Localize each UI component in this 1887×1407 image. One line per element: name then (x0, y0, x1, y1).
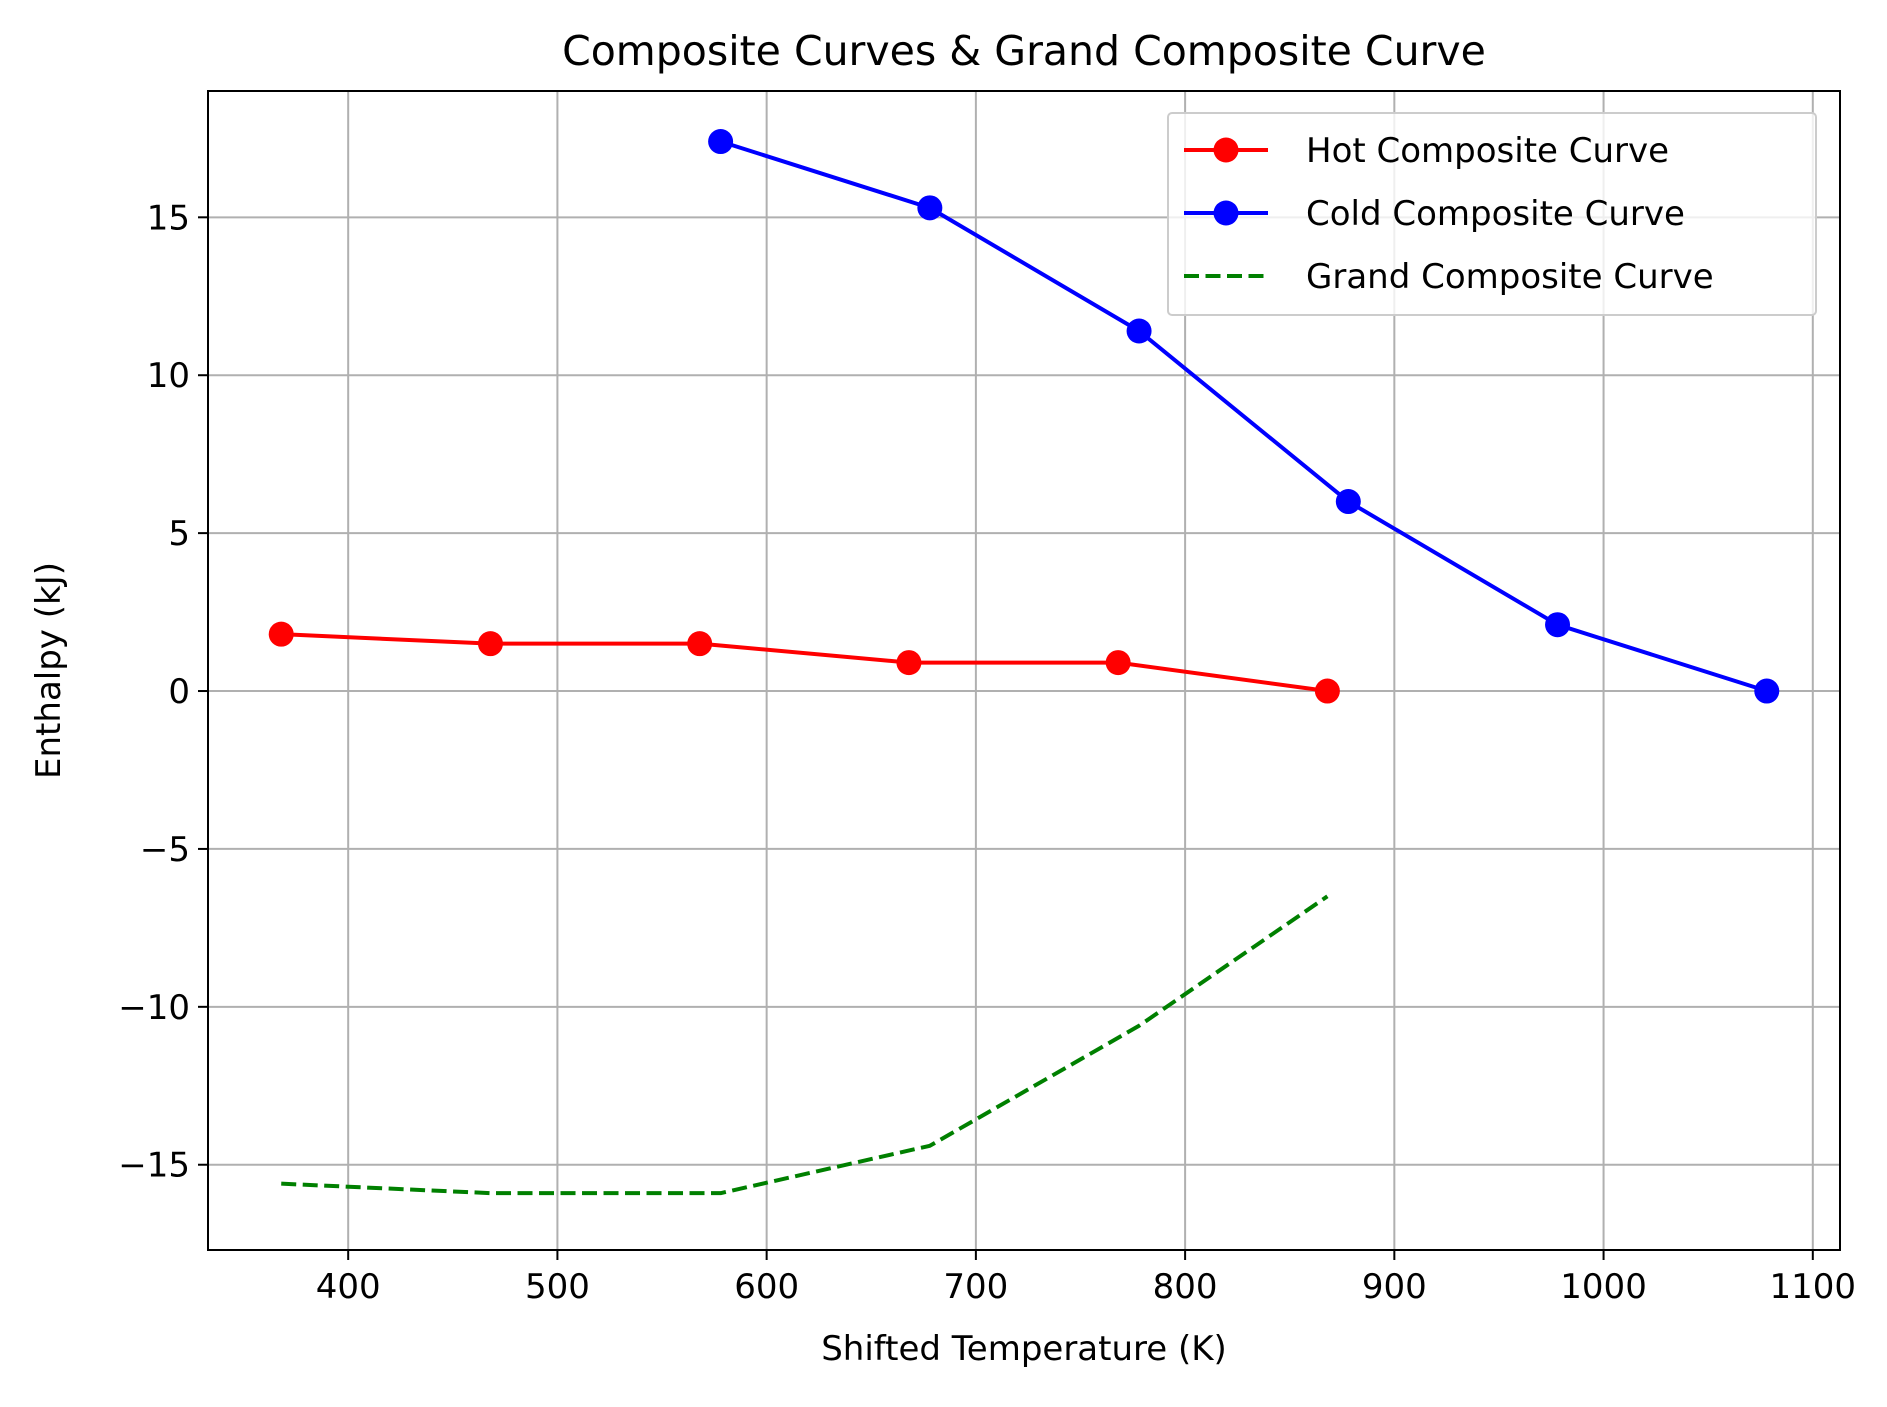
legend-item: Grand Composite Curve (1184, 257, 1714, 297)
data-point (1314, 678, 1340, 704)
legend-item: Cold Composite Curve (1184, 194, 1685, 234)
legend-marker (1213, 137, 1239, 163)
y-tick-label: −5 (140, 830, 190, 870)
y-tick-label: −10 (118, 988, 190, 1028)
x-tick-label: 1100 (1770, 1267, 1857, 1307)
legend: Hot Composite Curve Cold Composite Curve G… (1167, 112, 1817, 316)
data-point (708, 129, 734, 155)
x-tick-label: 600 (734, 1267, 799, 1307)
x-tick-label: 400 (316, 1267, 381, 1307)
x-tick-label: 900 (1362, 1267, 1427, 1307)
data-point (268, 621, 294, 647)
x-tick-label: 1000 (1560, 1267, 1647, 1307)
y-tick-label: 0 (168, 672, 190, 712)
data-point (1126, 318, 1152, 344)
series-layer (268, 129, 1780, 1196)
legend-label: Grand Composite Curve (1306, 257, 1714, 297)
legend-box (1167, 112, 1817, 316)
axis-ticks: 400 500 600 700 800 900 1000 1100 15 10 5 0 −5 −10 −15 (118, 198, 1856, 1307)
data-point (687, 631, 713, 657)
data-point (917, 195, 943, 221)
x-tick-label: 500 (525, 1267, 590, 1307)
data-point (1105, 650, 1131, 676)
x-tick-label: 700 (943, 1267, 1008, 1307)
legend-label: Cold Composite Curve (1306, 194, 1685, 234)
chart-title: Composite Curves & Grand Composite Curve (562, 27, 1486, 75)
series-line (281, 894, 1329, 1196)
data-point (1545, 612, 1571, 638)
y-tick-label: −15 (118, 1146, 190, 1186)
plot-frame (207, 90, 1841, 1251)
data-point (896, 650, 922, 676)
data-point (1335, 489, 1361, 515)
series-2 (281, 894, 1329, 1196)
data-point (477, 631, 503, 657)
series-line (720, 139, 1768, 693)
y-axis-title: Enthalpy (kJ) (29, 562, 69, 779)
y-tick-label: 10 (147, 356, 190, 396)
legend-marker (1213, 200, 1239, 226)
data-point (1754, 678, 1780, 704)
legend-item: Hot Composite Curve (1184, 131, 1669, 171)
x-tick-label: 800 (1153, 1267, 1218, 1307)
legend-label: Hot Composite Curve (1306, 131, 1669, 171)
y-tick-label: 5 (168, 514, 190, 554)
series-line (281, 632, 1328, 694)
legend-items: Hot Composite Curve Cold Composite Curve G… (1184, 131, 1714, 297)
series-1 (708, 129, 1780, 704)
series-0 (268, 621, 1340, 704)
x-axis-title: Shifted Temperature (K) (821, 1329, 1227, 1369)
y-tick-label: 15 (147, 198, 190, 238)
